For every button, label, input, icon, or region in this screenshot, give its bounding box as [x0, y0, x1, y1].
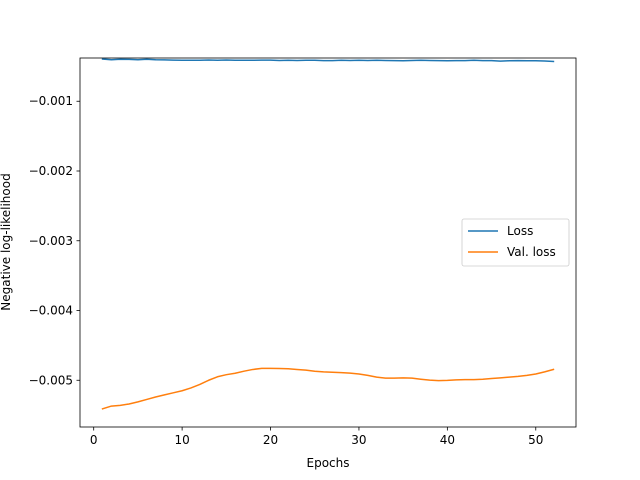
- x-tick-label: 20: [263, 433, 278, 447]
- x-tick-label: 50: [528, 433, 543, 447]
- legend: Loss Val. loss: [461, 218, 570, 267]
- y-tick-label: −0.003: [29, 234, 73, 248]
- series-line-val-loss: [101, 367, 555, 410]
- y-tick-label: −0.001: [29, 94, 73, 108]
- plot-area: [101, 58, 555, 410]
- axes-frame: [79, 57, 577, 428]
- x-tick-label: 40: [440, 433, 455, 447]
- x-axis: 0 10 20 30 40 50: [90, 427, 543, 447]
- y-axis-label: Negative log-likelihood: [0, 173, 13, 310]
- x-tick-label: 30: [351, 433, 366, 447]
- legend-label-loss: Loss: [507, 224, 533, 238]
- x-tick-label: 0: [90, 433, 98, 447]
- x-tick-label: 10: [174, 433, 189, 447]
- y-tick-label: −0.004: [29, 304, 73, 318]
- y-axis: −0.001 −0.002 −0.003 −0.004 −0.005: [29, 94, 80, 387]
- series-line-loss: [101, 58, 555, 63]
- y-tick-label: −0.002: [29, 164, 73, 178]
- x-axis-label: Epochs: [307, 456, 350, 470]
- y-tick-label: −0.005: [29, 373, 73, 387]
- legend-label-val-loss: Val. loss: [507, 245, 556, 259]
